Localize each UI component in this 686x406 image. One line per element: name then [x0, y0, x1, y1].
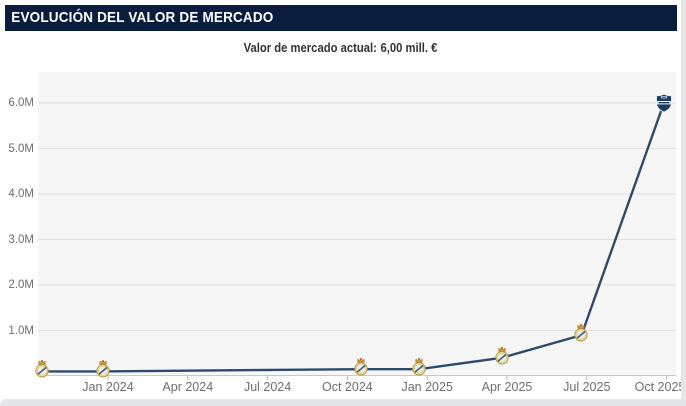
y-axis-label: 5.0M: [8, 142, 34, 155]
clipped-text-artifact: EVOLUCIÓN DEL: [29, 0, 125, 3]
real-madrid-crest-icon[interactable]: [574, 323, 589, 342]
real-madrid-crest-icon[interactable]: [95, 360, 110, 379]
chart-canvas: [38, 101, 676, 380]
current-market-value-label: Valor de mercado actual:: [243, 41, 377, 55]
real-madrid-crest-icon[interactable]: [34, 360, 49, 379]
market-value-line: [40, 101, 666, 373]
y-axis-label: 1.0M: [8, 324, 34, 337]
x-axis-label: Jul 2025: [563, 380, 611, 394]
real-madrid-crest-icon[interactable]: [494, 346, 509, 365]
x-axis-label: Apr 2024: [162, 380, 214, 394]
current-market-value-amount: 6,00 mill. €: [380, 41, 438, 55]
x-axis-label: Jan 2024: [82, 380, 134, 394]
page-edge-right: [681, 0, 686, 406]
x-axis-label: Jul 2024: [243, 380, 292, 394]
y-axis-label: 6.0M: [8, 97, 34, 109]
real-madrid-crest-icon[interactable]: [353, 357, 368, 376]
x-axis-label: Oct 2024: [322, 380, 373, 394]
section-title: EVOLUCIÓN DEL VALOR DE MERCADO: [11, 9, 274, 26]
y-axis-label: 3.0M: [8, 233, 34, 246]
x-axis-label: Apr 2025: [481, 380, 533, 394]
y-axis-label: 2.0M: [8, 279, 34, 291]
market-value-chart: 1.0M 2.0M 3.0M 4.0M 5.0M 6.0M Jan 2024 Apr 2024…: [0, 66, 685, 400]
plot-area: [38, 72, 676, 375]
club-badge-icon[interactable]: [655, 93, 672, 113]
section-header: EVOLUCIÓN DEL VALOR DE MERCADO: [5, 5, 677, 31]
real-madrid-crest-icon[interactable]: [412, 357, 427, 376]
x-axis-label: Oct 2025: [634, 380, 686, 394]
current-market-value: Valor de mercado actual: 6,00 mill. €: [34, 41, 647, 55]
y-axis-label: 4.0M: [8, 188, 34, 200]
page-edge-bottom: [0, 399, 686, 406]
x-axis-label: Jan 2025: [401, 380, 453, 394]
